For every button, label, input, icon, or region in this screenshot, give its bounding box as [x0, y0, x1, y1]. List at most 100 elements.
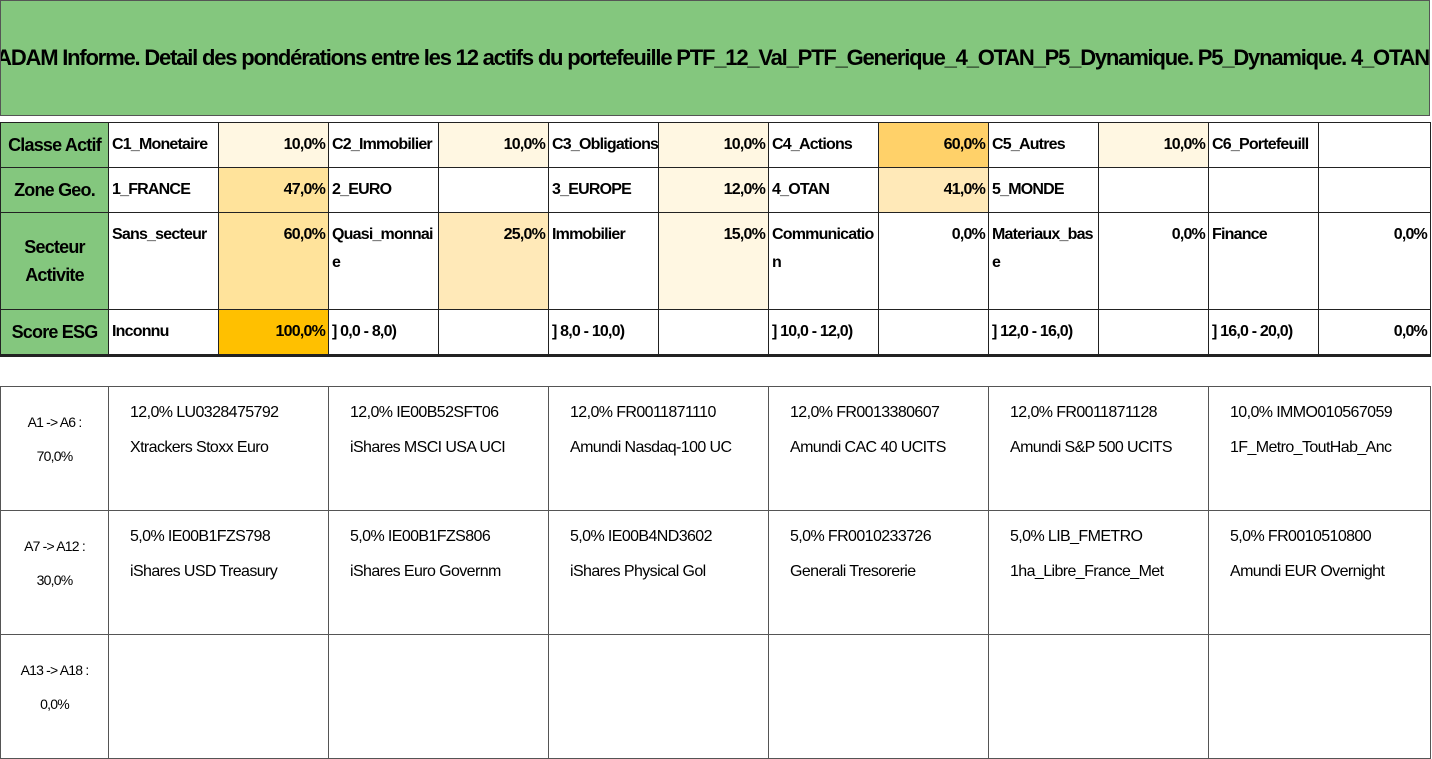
- asset-cell[interactable]: 12,0% IE00B52SFT06 iShares MSCI USA UCI: [328, 386, 549, 511]
- asset-cell[interactable]: 12,0% FR0011871128 Amundi S&P 500 UCITS: [988, 386, 1209, 511]
- asset-cell[interactable]: 5,0% LIB_FMETRO 1ha_Libre_France_Met: [988, 510, 1209, 635]
- assets-range: A1 -> A6 :: [27, 414, 83, 430]
- cell-pct[interactable]: [658, 309, 769, 357]
- asset-name: Amundi EUR Overnight: [1230, 563, 1385, 580]
- cell-name[interactable]: Inconnu: [108, 309, 219, 357]
- cell-pct[interactable]: 15,0%: [658, 212, 769, 310]
- assets-table: A1 -> A6 : 70,0% 12,0% LU0328475792 Xtrac…: [0, 386, 1431, 759]
- asset-name: Xtrackers Stoxx Euro: [130, 439, 269, 456]
- cell-pct[interactable]: 0,0%: [1318, 212, 1431, 310]
- assets-row-a1-a6: A1 -> A6 : 70,0% 12,0% LU0328475792 Xtrac…: [0, 386, 1431, 511]
- cell-pct[interactable]: 10,0%: [438, 122, 549, 168]
- cell-name[interactable]: ] 12,0 - 16,0): [988, 309, 1099, 357]
- asset-name: Amundi Nasdaq-100 UC: [570, 439, 732, 456]
- row-label-classe[interactable]: Classe Actif: [0, 122, 109, 168]
- assets-row-label[interactable]: A7 -> A12 : 30,0%: [0, 510, 109, 635]
- cell-name[interactable]: ] 16,0 - 20,0): [1208, 309, 1319, 357]
- cell-name[interactable]: C3_Obligations: [548, 122, 659, 168]
- asset-cell[interactable]: [768, 634, 989, 759]
- asset-weight-isin: 5,0% LIB_FMETRO: [1010, 528, 1143, 545]
- asset-weight-isin: 12,0% IE00B52SFT06: [350, 404, 499, 421]
- cell-name[interactable]: C2_Immobilier: [328, 122, 439, 168]
- cell-pct[interactable]: [438, 309, 549, 357]
- cell-name[interactable]: 2_EURO: [328, 167, 439, 213]
- row-label-zone[interactable]: Zone Geo.: [0, 167, 109, 213]
- asset-weight-isin: 12,0% LU0328475792: [130, 404, 279, 421]
- asset-weight-isin: 5,0% FR0010510800: [1230, 528, 1372, 545]
- row-label-secteur[interactable]: Secteur Activite: [0, 212, 109, 310]
- asset-cell[interactable]: 10,0% IMMO010567059 1F_Metro_ToutHab_Anc: [1208, 386, 1431, 511]
- cell-pct[interactable]: 0,0%: [1318, 309, 1431, 357]
- row-zone-geo: Zone Geo. 1_FRANCE 47,0% 2_EURO 3_EUROPE…: [0, 167, 1431, 213]
- asset-cell[interactable]: [988, 634, 1209, 759]
- cell-pct[interactable]: 60,0%: [878, 122, 989, 168]
- cell-pct[interactable]: 10,0%: [218, 122, 329, 168]
- asset-weight-isin: 12,0% FR0011871128: [1010, 404, 1158, 421]
- cell-name[interactable]: Communication: [768, 212, 879, 310]
- assets-row-label[interactable]: A13 -> A18 : 0,0%: [0, 634, 109, 759]
- cell-name[interactable]: 1_FRANCE: [108, 167, 219, 213]
- asset-name: iShares MSCI USA UCI: [350, 439, 506, 456]
- cell-name[interactable]: ] 8,0 - 10,0): [548, 309, 659, 357]
- cell-pct[interactable]: 41,0%: [878, 167, 989, 213]
- cell-name[interactable]: 4_OTAN: [768, 167, 879, 213]
- cell-name[interactable]: Materiaux_base: [988, 212, 1099, 310]
- asset-cell[interactable]: 12,0% FR0011871110 Amundi Nasdaq-100 UC: [548, 386, 769, 511]
- cell-pct[interactable]: [1318, 122, 1431, 168]
- cell-name[interactable]: C5_Autres: [988, 122, 1099, 168]
- asset-name: iShares Physical Gol: [570, 563, 706, 580]
- cell-name[interactable]: C6_Portefeuill: [1208, 122, 1319, 168]
- assets-range: A13 -> A18 :: [20, 662, 90, 678]
- asset-name: 1F_Metro_ToutHab_Anc: [1230, 439, 1392, 456]
- asset-name: 1ha_Libre_France_Met: [1010, 563, 1164, 580]
- asset-cell[interactable]: 12,0% FR0013380607 Amundi CAC 40 UCITS: [768, 386, 989, 511]
- row-label-esg[interactable]: Score ESG: [0, 309, 109, 357]
- asset-weight-isin: 12,0% FR0011871110: [570, 404, 716, 421]
- asset-cell[interactable]: 5,0% IE00B1FZS806 iShares Euro Governm: [328, 510, 549, 635]
- cell-name[interactable]: 3_EUROPE: [548, 167, 659, 213]
- cell-pct[interactable]: [1098, 309, 1209, 357]
- asset-cell[interactable]: [1208, 634, 1431, 759]
- cell-name[interactable]: Sans_secteur: [108, 212, 219, 310]
- cell-name[interactable]: ] 10,0 - 12,0): [768, 309, 879, 357]
- cell-pct[interactable]: 60,0%: [218, 212, 329, 310]
- cell-pct[interactable]: 25,0%: [438, 212, 549, 310]
- cell-name[interactable]: ] 0,0 - 8,0): [328, 309, 439, 357]
- cell-pct[interactable]: [438, 167, 549, 213]
- cell-pct[interactable]: 0,0%: [1098, 212, 1209, 310]
- asset-name: Amundi S&P 500 UCITS: [1010, 439, 1173, 456]
- cell-name[interactable]: Immobilier: [548, 212, 659, 310]
- cell-pct[interactable]: [1318, 167, 1431, 213]
- cell-name[interactable]: 5_MONDE: [988, 167, 1099, 213]
- asset-cell[interactable]: [328, 634, 549, 759]
- cell-name[interactable]: Quasi_monnaie: [328, 212, 439, 310]
- cell-pct[interactable]: 10,0%: [1098, 122, 1209, 168]
- asset-cell[interactable]: [108, 634, 329, 759]
- asset-cell[interactable]: 5,0% IE00B4ND3602 iShares Physical Gol: [548, 510, 769, 635]
- cell-pct[interactable]: 47,0%: [218, 167, 329, 213]
- cell-name[interactable]: C1_Monetaire: [108, 122, 219, 168]
- asset-weight-isin: 5,0% IE00B1FZS806: [350, 528, 491, 545]
- asset-cell[interactable]: 5,0% IE00B1FZS798 iShares USD Treasury: [108, 510, 329, 635]
- assets-row-a7-a12: A7 -> A12 : 30,0% 5,0% IE00B1FZS798 iShar…: [0, 510, 1431, 635]
- weights-table: Classe Actif C1_Monetaire 10,0% C2_Immob…: [0, 122, 1431, 357]
- asset-cell[interactable]: 5,0% FR0010510800 Amundi EUR Overnight: [1208, 510, 1431, 635]
- asset-cell[interactable]: 5,0% FR0010233726 Generali Tresorerie: [768, 510, 989, 635]
- cell-pct[interactable]: 100,0%: [218, 309, 329, 357]
- assets-total: 30,0%: [36, 572, 74, 588]
- cell-pct[interactable]: 0,0%: [878, 212, 989, 310]
- asset-weight-isin: 5,0% IE00B1FZS798: [130, 528, 271, 545]
- asset-cell[interactable]: 12,0% LU0328475792 Xtrackers Stoxx Euro: [108, 386, 329, 511]
- cell-pct[interactable]: 10,0%: [658, 122, 769, 168]
- cell-pct[interactable]: 12,0%: [658, 167, 769, 213]
- asset-cell[interactable]: [548, 634, 769, 759]
- cell-name[interactable]: Finance: [1208, 212, 1319, 310]
- asset-name: Amundi CAC 40 UCITS: [790, 439, 946, 456]
- asset-weight-isin: 5,0% IE00B4ND3602: [570, 528, 713, 545]
- assets-row-label[interactable]: A1 -> A6 : 70,0%: [0, 386, 109, 511]
- cell-pct[interactable]: [1098, 167, 1209, 213]
- cell-name[interactable]: [1208, 167, 1319, 213]
- cell-pct[interactable]: [878, 309, 989, 357]
- cell-name[interactable]: C4_Actions: [768, 122, 879, 168]
